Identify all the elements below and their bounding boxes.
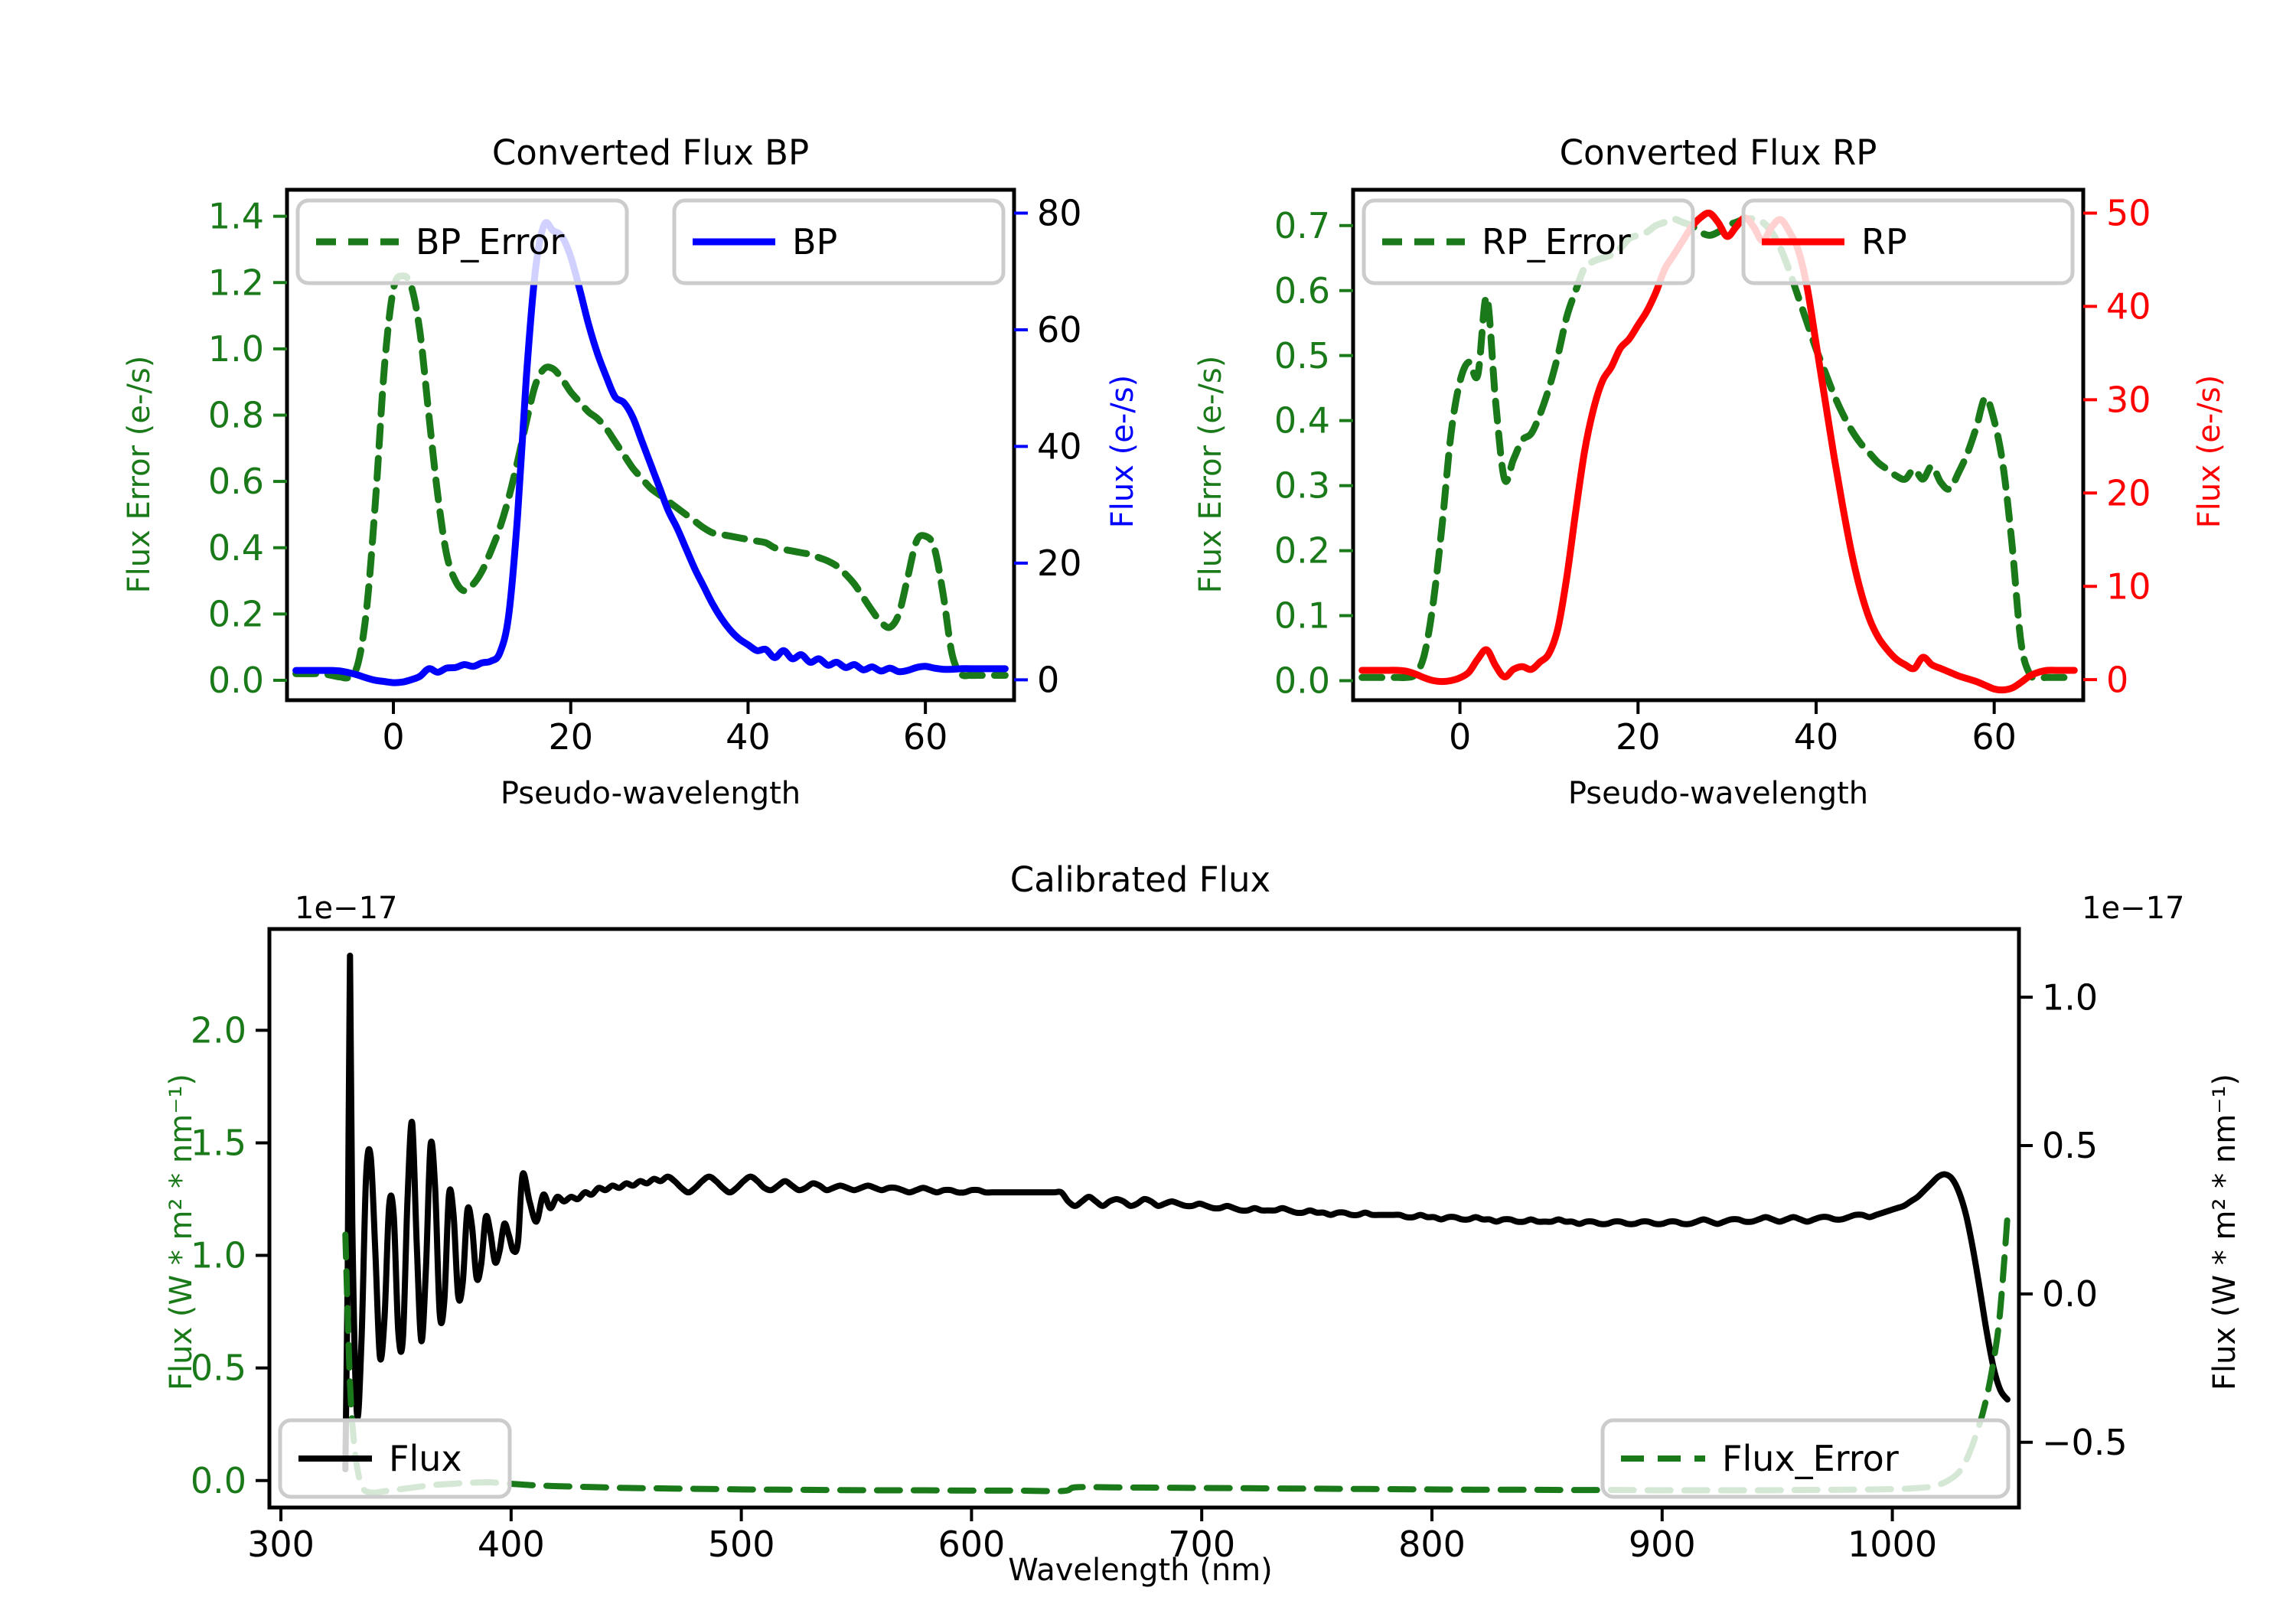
legend-label-rp: RP (1861, 221, 1907, 262)
series-line-bp (292, 219, 1009, 686)
bp-right-axis-label: Flux (e-/s) (1105, 375, 1140, 528)
x-tick-label: 40 (1794, 716, 1839, 758)
y-tick-label-left: 0.6 (1274, 270, 1330, 311)
series-line-bp_error (292, 272, 1009, 682)
y-tick-label-right: 0 (1037, 659, 1059, 700)
y-tick-label-right: −0.5 (2042, 1422, 2128, 1463)
legend-flux: Flux (278, 1418, 512, 1499)
y-tick-label-left: 1.4 (208, 196, 264, 237)
y-tick-label-right: 30 (2106, 379, 2151, 420)
panel-calibrated-flux: Calibrated Flux 1e−17 1e−17 300 400 500 600… (0, 834, 2296, 1607)
rp-chart-title: Converted Flux RP (1560, 132, 1877, 173)
bp-chart-title: Converted Flux BP (492, 132, 809, 173)
legend-box (1741, 198, 2075, 285)
legend-box (278, 1418, 512, 1499)
x-tick-label: 20 (1616, 716, 1661, 758)
x-tick-label: 1000 (1848, 1524, 1937, 1565)
y-tick-label-left: 1.0 (191, 1235, 246, 1276)
x-tick-label: 40 (726, 716, 771, 758)
axes-frame (267, 927, 2021, 1510)
left-axis-exponent-label: 1e−17 (295, 891, 397, 926)
y-tick-label-left: 0.6 (208, 461, 264, 502)
series-line-flux (342, 953, 2011, 1472)
x-tick-label: 0 (1449, 716, 1471, 758)
x-tick-label: 600 (938, 1524, 1006, 1565)
legend-bp_error: BP_Error (295, 198, 629, 285)
y-tick-label-left: 0.8 (208, 395, 264, 436)
y-tick-label-left: 0.7 (1274, 205, 1330, 246)
y-tick-label-right: 0 (2106, 659, 2128, 700)
calibrated-chart-title: Calibrated Flux (1010, 859, 1270, 900)
y-tick-label-left: 0.4 (1274, 400, 1330, 442)
y-tick-label-right: 0.5 (2042, 1125, 2098, 1166)
bp-left-axis-label: Flux Error (e-/s) (122, 356, 157, 594)
y-tick-label-left: 0.2 (1274, 530, 1330, 572)
y-tick-label-right: 40 (2106, 286, 2151, 328)
plot-area (292, 219, 1009, 686)
rp-right-axis-label: Flux (e-/s) (2192, 375, 2227, 528)
x-tick-label: 500 (708, 1524, 775, 1565)
legend-label-bp_error: BP_Error (416, 221, 565, 262)
x-tick-label: 60 (903, 716, 948, 758)
series-line-rp (1358, 209, 2078, 694)
x-tick-label: 0 (382, 716, 404, 758)
y-tick-label-left: 0.5 (1274, 335, 1330, 376)
y-tick-label-left: 1.0 (208, 328, 264, 370)
legend-label-bp: BP (792, 221, 837, 262)
y-tick-label-right: 60 (1037, 309, 1082, 350)
x-tick-label: 900 (1629, 1524, 1696, 1565)
legend-rp: RP (1741, 198, 2075, 285)
y-tick-label-right: 80 (1037, 193, 1082, 234)
legend-flux_error: Flux_Error (1600, 1418, 2011, 1499)
x-tick-label: 60 (1971, 716, 2017, 758)
legend-box (1362, 198, 1695, 285)
y-tick-label-right: 50 (2106, 193, 2151, 234)
y-tick-label-left: 0.4 (208, 527, 264, 569)
rp-left-axis-label: Flux Error (e-/s) (1193, 356, 1228, 594)
plot-area (1358, 209, 2078, 694)
y-tick-label-right: 20 (2106, 472, 2151, 513)
calibrated-x-axis-label: Wavelength (nm) (1008, 1553, 1273, 1588)
y-tick-label-left: 0.1 (1274, 595, 1330, 637)
y-tick-label-left: 0.5 (191, 1348, 246, 1389)
series-line-rp_error (1358, 215, 2078, 682)
legend-label-flux_error: Flux_Error (1722, 1438, 1899, 1479)
y-tick-label-left: 0.0 (191, 1460, 246, 1501)
y-tick-label-right: 20 (1037, 543, 1082, 584)
plot-area (342, 953, 2011, 1496)
y-tick-label-left: 0.0 (1274, 660, 1330, 702)
rp-x-axis-label: Pseudo-wavelength (1568, 776, 1868, 811)
x-tick-label: 20 (548, 716, 593, 758)
legend-label-rp_error: RP_Error (1482, 221, 1631, 262)
y-tick-label-right: 10 (2106, 566, 2151, 607)
y-tick-label-left: 1.5 (191, 1123, 246, 1164)
legend-box (1600, 1418, 2011, 1499)
legend-rp_error: RP_Error (1362, 198, 1695, 285)
y-tick-label-left: 2.0 (191, 1009, 246, 1051)
panel-converted-flux-rp: Converted Flux RP 0 20 40 60 0.0 0.1 0.2 0.3 0.4… (1148, 0, 2296, 834)
panel-converted-flux-bp: Converted Flux BP 0 20 40 60 0.0 0.2 0.4 0.6 0.8… (0, 0, 1148, 834)
bp-x-axis-label: Pseudo-wavelength (501, 776, 801, 811)
axes-frame (1351, 187, 2086, 702)
y-tick-label-right: 0.0 (2042, 1273, 2098, 1315)
calibrated-left-axis-label: Flux (W * m² * nm⁻¹) (164, 1074, 199, 1390)
y-tick-label-left: 1.2 (208, 262, 264, 303)
y-tick-label-left: 0.3 (1274, 465, 1330, 507)
legend-box (672, 198, 1006, 285)
legend-box (295, 198, 629, 285)
x-tick-label: 400 (478, 1524, 545, 1565)
y-tick-label-left: 0.2 (208, 593, 264, 634)
y-tick-label-right: 40 (1037, 426, 1082, 468)
x-tick-label: 300 (247, 1524, 315, 1565)
x-tick-label: 800 (1398, 1524, 1466, 1565)
x-tick-label: 700 (1168, 1524, 1235, 1565)
legend-bp: BP (672, 198, 1006, 285)
y-tick-label-right: 1.0 (2042, 976, 2098, 1018)
legend-label-flux: Flux (389, 1438, 462, 1479)
calibrated-right-axis-label: Flux (W * m² * nm⁻¹) (2207, 1074, 2242, 1390)
right-axis-exponent-label: 1e−17 (2082, 891, 2184, 926)
y-tick-label-left: 0.0 (208, 660, 264, 701)
